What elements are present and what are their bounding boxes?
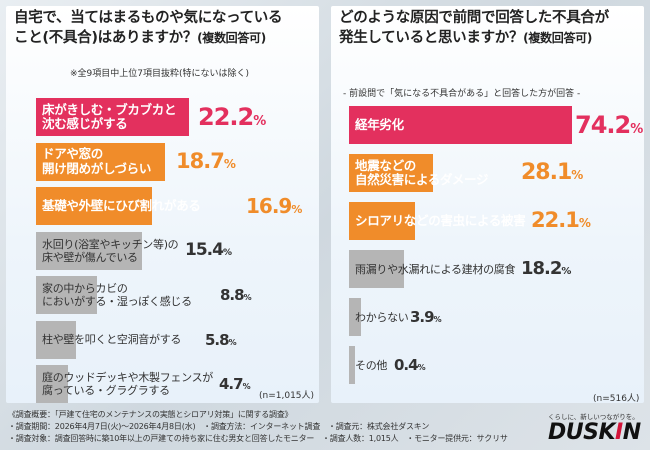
lbars-value-6: 4.7%: [219, 375, 251, 393]
right-sample-size: (n=516人): [593, 394, 640, 404]
footer-survey-title: 《調査概要：「戸建て住宅のメンテナンスの実態とシロアリ対策」に関する調査》: [8, 410, 293, 419]
right-note: - 前設問で「気になる不具合がある」と回答した方が回答 -: [343, 89, 581, 99]
duskin-logo: DUSKIN: [548, 420, 641, 445]
footer-survey-period: ・調査期間：2026年4月7日(火)～2026年4月8日(水) ・調査方法：イン…: [8, 422, 430, 431]
rbars-label-0: 経年劣化: [355, 116, 404, 132]
left-title-line1: 自宅で、当てはまるものや気になっている: [14, 10, 283, 26]
rbars-label-4: わからない: [355, 310, 409, 324]
left-title-line2: こと(不具合)はありますか？: [14, 30, 198, 46]
lbars-label-4: 家の中からカビの においがする・湿っぽく感じる: [42, 282, 192, 308]
lbars-bar-5: [36, 320, 76, 359]
lbars-label-5: 柱や壁を叩くと空洞音がする: [42, 333, 182, 346]
rbars-value-5: 0.4%: [394, 356, 426, 374]
lbars-label-0: 床がきしむ・ブカブカと 沈む感じがする: [42, 101, 177, 131]
left-note: ※全9項目中上位7項目抜粋(特にないは除く): [70, 69, 250, 79]
rbars-bar-5: [349, 346, 355, 384]
lbars-bar-2: [36, 187, 153, 225]
rbars-bar-1: [349, 154, 434, 192]
logo-text-main: DUSK: [548, 420, 616, 445]
lbars-value-2: 16.9%: [246, 194, 302, 218]
lbars-bar-4: [36, 276, 97, 314]
rbars-bar-0: [349, 106, 572, 144]
lbars-value-1: 18.7%: [176, 148, 236, 173]
lbars-label-3: 水回り(浴室やキッチン等)の 床や壁が傷んでいる: [42, 237, 179, 264]
lbars-bar-1: [36, 142, 165, 181]
right-title-line1: どのような原因で前問で回答した不具合が: [339, 10, 609, 26]
rbars-bar-4: [349, 298, 361, 336]
lbars-bar-3: [36, 231, 143, 270]
lbars-value-5: 5.8%: [205, 330, 237, 349]
rbars-value-3: 18.2%: [521, 258, 571, 280]
rbars-label-1: 地震などの 自然災害によるダメージ: [355, 157, 489, 187]
lbars-label-1: ドアや窓の 開け閉めがしづらい: [42, 146, 152, 176]
logo-text-end: N: [622, 420, 641, 445]
rbars-value-1: 28.1%: [521, 159, 583, 185]
logo-text-accent: I: [615, 420, 623, 445]
left-chart-panel: 自宅で、当てはまるものや気になっている こと(不具合)はありますか？(複数回答可…: [6, 6, 319, 403]
rbars-label-5: その他: [355, 358, 388, 372]
footer-survey-target: ・調査対象：調査回答時に築10年以上の戸建ての持ち家に住む男女と回答したモニター…: [8, 434, 508, 443]
rbars-label-2: シロアリなどの害虫による被害: [355, 212, 526, 228]
brand-tagline: くらしに、新しいつながりを。: [548, 413, 639, 421]
lbars-value-3: 15.4%: [185, 240, 232, 261]
lbars-value-0: 22.2%: [198, 102, 266, 131]
lbars-label-2: 基礎や外壁にひび割れがある: [42, 197, 201, 213]
rbars-value-0: 74.2%: [575, 110, 643, 139]
rbars-label-3: 雨漏りや水漏れによる建材の腐食: [355, 262, 516, 276]
lbars-bar-6: [36, 365, 69, 403]
left-sample-size: (n=1,015人): [259, 391, 315, 401]
lbars-label-6: 庭のウッドデッキや木製フェンスが 腐っている・グラグラする: [42, 371, 213, 397]
right-question-title: どのような原因で前問で回答した不具合が 発生していると思いますか？(複数回答可): [339, 8, 639, 48]
rbars-bar-3: [349, 250, 404, 288]
rbars-value-2: 22.1%: [531, 208, 591, 233]
right-title-suffix: (複数回答可): [523, 31, 593, 45]
right-chart-panel: どのような原因で前問で回答した不具合が 発生していると思いますか？(複数回答可)…: [331, 6, 644, 404]
left-question-title: 自宅で、当てはまるものや気になっている こと(不具合)はありますか？(複数回答可…: [14, 8, 314, 48]
right-title-line2: 発生していると思いますか？: [339, 30, 524, 46]
left-title-suffix: (複数回答可): [197, 31, 266, 45]
rbars-value-4: 3.9%: [410, 308, 442, 326]
lbars-value-4: 8.8%: [220, 286, 252, 304]
rbars-bar-2: [349, 202, 416, 240]
lbars-bar-0: [36, 98, 189, 136]
